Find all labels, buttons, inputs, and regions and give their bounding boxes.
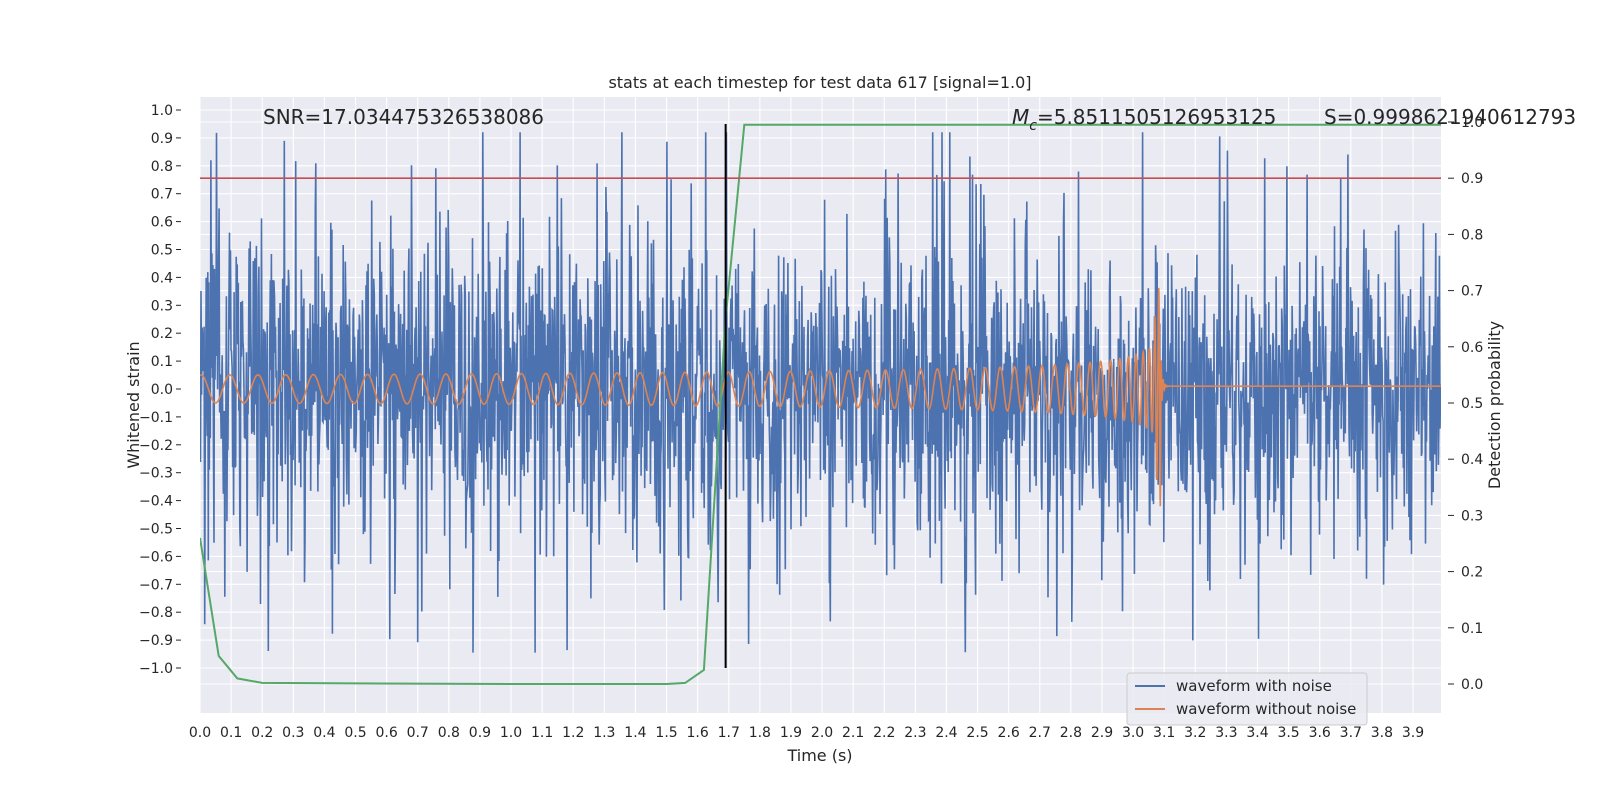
y-left-axis-ticks: 1.0 0.9 0.8 0.7 0.6 0.5 0.4 0.3 0.2 0.1 0.0 −0.1 −0.… xyxy=(139,103,181,677)
x-tick-label: 2.4 xyxy=(935,725,957,741)
x-tick-label: 2.0 xyxy=(811,725,833,741)
x-tick-label: 2.9 xyxy=(1091,725,1113,741)
x-axis-ticks: 0.0 0.1 0.2 0.3 0.4 0.5 0.6 0.7 0.8 0.9 1.0 1.1 1.2 1… xyxy=(189,725,1424,741)
y-left-tick-label: −0.4 xyxy=(139,494,173,510)
legend: waveform with noise waveform without noi… xyxy=(1126,672,1368,726)
snr-annotation: SNR=17.034475326538086 xyxy=(263,105,544,129)
x-tick-label: 1.1 xyxy=(531,725,553,741)
y-left-axis-label: Whitened strain xyxy=(124,341,143,468)
x-axis-label: Time (s) xyxy=(786,746,852,765)
x-tick-label: 2.5 xyxy=(966,725,988,741)
x-tick-label: 1.3 xyxy=(593,725,615,741)
y-left-tick-label: 1.0 xyxy=(151,103,173,119)
chirp-mass-subscript: c xyxy=(1029,118,1037,134)
y-left-tick-label: 0.5 xyxy=(151,243,173,259)
y-left-tick-label: −0.7 xyxy=(139,577,173,593)
y-right-tick-label: 0.1 xyxy=(1461,621,1483,637)
y-left-tick-label: 0.7 xyxy=(151,187,173,203)
x-tick-label: 3.6 xyxy=(1309,725,1331,741)
y-left-tick-label: 0.9 xyxy=(151,131,173,147)
x-tick-label: 0.3 xyxy=(282,725,304,741)
x-tick-label: 1.6 xyxy=(687,725,709,741)
x-tick-label: 0.2 xyxy=(251,725,273,741)
x-tick-label: 3.1 xyxy=(1153,725,1175,741)
x-tick-label: 0.0 xyxy=(189,725,211,741)
x-tick-label: 3.3 xyxy=(1215,725,1237,741)
y-left-tick-label: −0.8 xyxy=(139,605,173,621)
x-tick-label: 0.9 xyxy=(469,725,491,741)
y-left-tick-label: −0.9 xyxy=(139,633,173,649)
y-left-tick-label: 0.2 xyxy=(151,326,173,342)
y-left-tick-label: −1.0 xyxy=(139,661,173,677)
x-tick-label: 1.0 xyxy=(500,725,522,741)
y-right-tick-label: 0.4 xyxy=(1461,452,1483,468)
x-tick-label: 2.6 xyxy=(998,725,1020,741)
x-tick-label: 0.5 xyxy=(344,725,366,741)
x-tick-label: 1.9 xyxy=(780,725,802,741)
chirp-mass-annotation: Mc=5.8511505126953125 xyxy=(1012,105,1276,134)
x-tick-label: 1.4 xyxy=(624,725,646,741)
x-tick-label: 0.7 xyxy=(407,725,429,741)
x-tick-label: 3.4 xyxy=(1246,725,1268,741)
x-tick-label: 1.2 xyxy=(562,725,584,741)
x-tick-label: 0.4 xyxy=(313,725,335,741)
plot-area xyxy=(200,123,1441,685)
legend-label-waveform-with-noise: waveform with noise xyxy=(1176,677,1332,695)
y-left-tick-label: −0.6 xyxy=(139,549,173,565)
y-right-axis-ticks: 1.0 0.9 0.8 0.7 0.6 0.5 0.4 0.3 0.2 0.1 0.0 xyxy=(1448,115,1483,693)
x-tick-label: 2.2 xyxy=(873,725,895,741)
y-right-tick-label: 0.9 xyxy=(1461,171,1483,187)
x-tick-label: 0.6 xyxy=(375,725,397,741)
x-tick-label: 3.7 xyxy=(1340,725,1362,741)
x-tick-label: 2.3 xyxy=(904,725,926,741)
legend-label-waveform-without-noise: waveform without noise xyxy=(1176,700,1356,718)
y-right-tick-label: 0.8 xyxy=(1461,227,1483,243)
y-right-axis-label: Detection probability xyxy=(1485,321,1504,489)
chirp-mass-value: =5.8511505126953125 xyxy=(1037,105,1276,129)
x-tick-label: 3.0 xyxy=(1122,725,1144,741)
x-tick-label: 3.8 xyxy=(1371,725,1393,741)
y-right-tick-label: 0.6 xyxy=(1461,340,1483,356)
x-tick-label: 3.9 xyxy=(1402,725,1424,741)
x-tick-label: 0.1 xyxy=(220,725,242,741)
x-tick-label: 1.8 xyxy=(749,725,771,741)
x-tick-label: 1.7 xyxy=(718,725,740,741)
score-annotation: S=0.9998621940612793 xyxy=(1324,105,1576,129)
x-tick-label: 3.5 xyxy=(1277,725,1299,741)
legend-box xyxy=(1126,672,1368,726)
x-tick-label: 3.2 xyxy=(1184,725,1206,741)
y-left-tick-label: −0.2 xyxy=(139,438,173,454)
series-line-detection-probability xyxy=(200,123,1441,685)
y-left-tick-label: −0.3 xyxy=(139,466,173,482)
y-left-tick-label: 0.6 xyxy=(151,215,173,231)
x-tick-label: 0.8 xyxy=(438,725,460,741)
x-tick-label: 2.7 xyxy=(1029,725,1051,741)
x-tick-label: 1.5 xyxy=(655,725,677,741)
x-tick-label: 2.1 xyxy=(842,725,864,741)
series-line-waveform-with-noise xyxy=(200,132,1441,653)
y-left-tick-label: 0.1 xyxy=(151,354,173,370)
y-right-tick-label: 0.7 xyxy=(1461,284,1483,300)
y-left-tick-label: 0.3 xyxy=(151,298,173,314)
y-left-tick-label: 0.0 xyxy=(151,382,173,398)
y-left-tick-label: 0.8 xyxy=(151,159,173,175)
y-right-tick-label: 0.3 xyxy=(1461,508,1483,524)
chirp-mass-symbol: M xyxy=(1012,105,1029,129)
series-line-waveform-without-noise xyxy=(200,287,1441,507)
y-right-tick-label: 0.5 xyxy=(1461,396,1483,412)
y-left-tick-label: 0.4 xyxy=(151,270,173,286)
y-left-tick-label: −0.1 xyxy=(139,410,173,426)
y-right-tick-label: 0.0 xyxy=(1461,677,1483,693)
y-left-tick-label: −0.5 xyxy=(139,522,173,538)
y-right-tick-label: 1.0 xyxy=(1461,115,1483,131)
y-right-tick-label: 0.2 xyxy=(1461,565,1483,581)
x-tick-label: 2.8 xyxy=(1060,725,1082,741)
chart-title: stats at each timestep for test data 617… xyxy=(608,73,1031,92)
